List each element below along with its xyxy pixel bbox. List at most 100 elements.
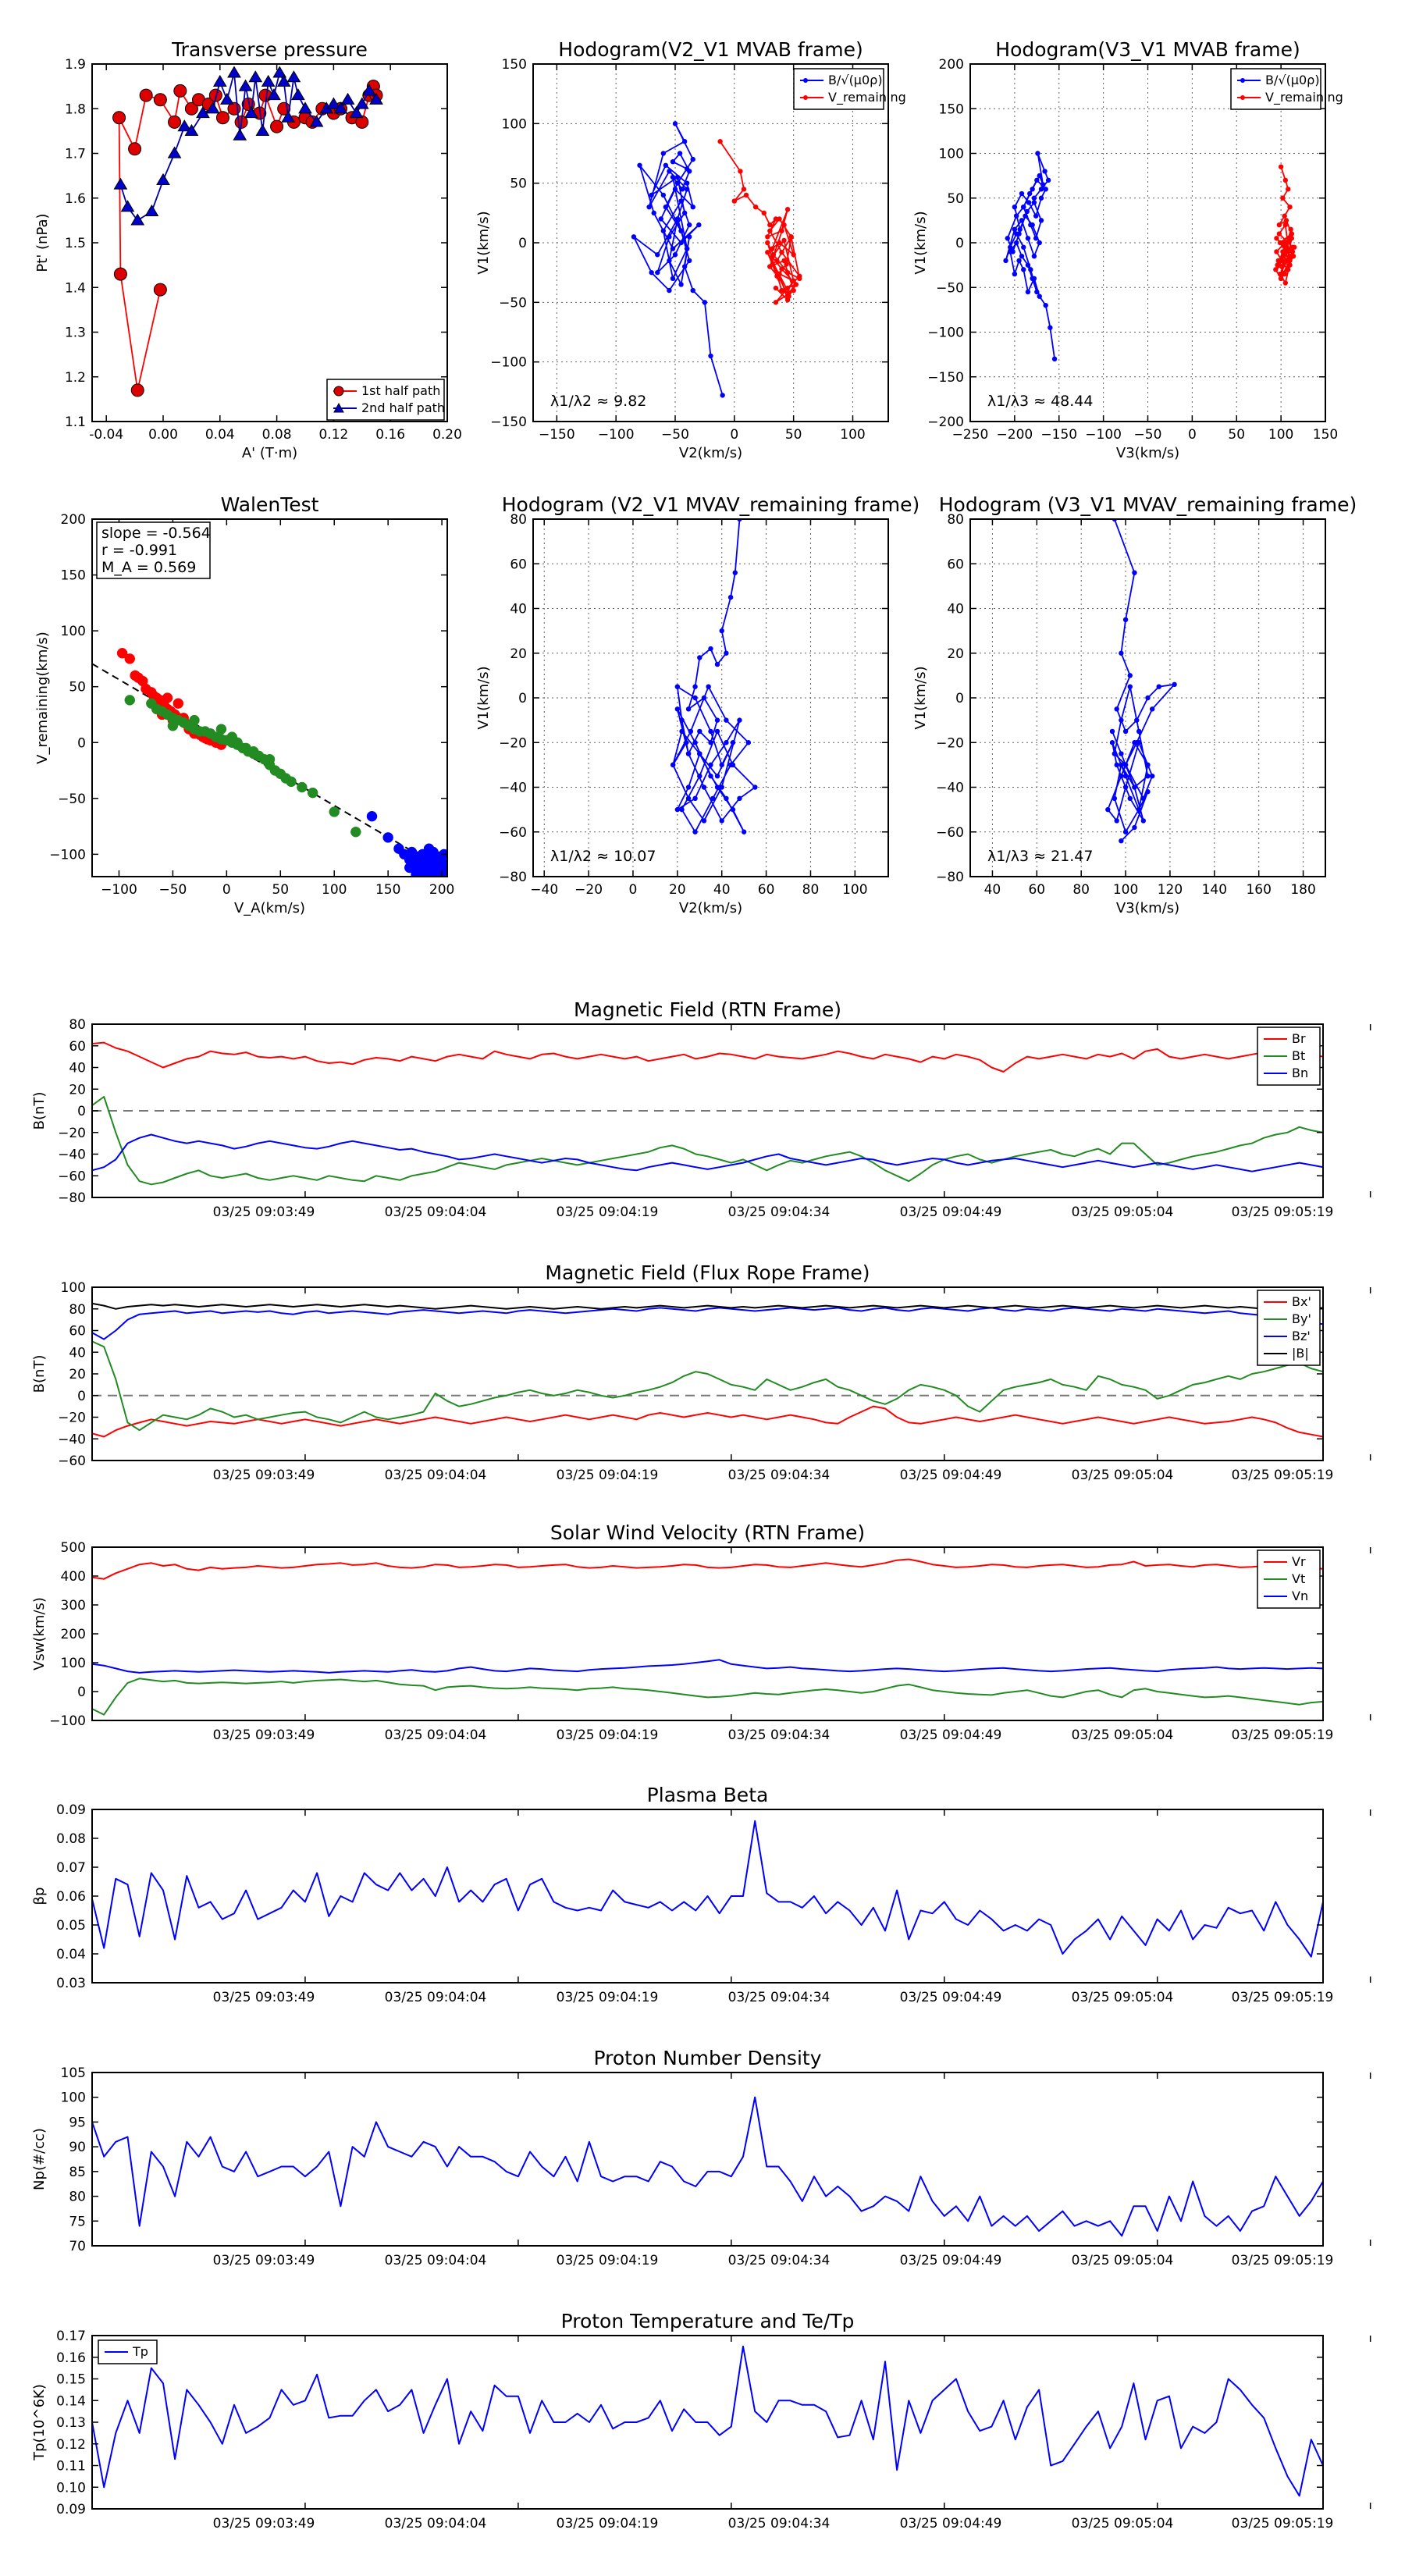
data-point (731, 198, 738, 204)
data-point (1132, 785, 1137, 790)
data-point (1024, 208, 1030, 215)
data-point (1282, 240, 1287, 246)
x-tick-label: 0 (1188, 427, 1197, 443)
data-point (1109, 728, 1115, 735)
legend-marker (803, 95, 808, 100)
data-point (655, 252, 660, 258)
legend: Vr Vt Vn (1257, 1550, 1321, 1609)
data-point (168, 115, 182, 129)
data-point (124, 695, 136, 706)
x-tick-label: −40 (530, 882, 558, 898)
x-tick-label: 03/25 09:05:19 (1232, 1468, 1334, 1483)
y-tick-label: 0.11 (56, 2459, 86, 2475)
data-point (708, 728, 713, 735)
chart-solar-wind-velocity: Solar Wind Velocity (RTN Frame) 03/25 09:… (31, 1521, 1371, 1743)
y-tick-label: 90 (69, 2140, 86, 2155)
x-tick-label: 03/25 09:05:04 (1072, 1204, 1174, 1220)
legend: 1st half path 2nd half path (326, 379, 445, 421)
data-point (1275, 262, 1280, 268)
x-tick-label: 03/25 09:04:34 (728, 2253, 831, 2268)
series-line (1005, 152, 1055, 360)
chart-title: Hodogram(V3_V1 MVAB frame) (995, 38, 1300, 61)
data-point (779, 250, 784, 255)
legend-label: Vr (1292, 1554, 1306, 1569)
series--b- (92, 1302, 1323, 1312)
x-tick-label: 03/25 09:05:19 (1232, 1727, 1334, 1743)
data-point (177, 119, 192, 132)
data-point (692, 795, 698, 802)
data-point (1026, 200, 1032, 205)
data-point (1273, 267, 1279, 272)
y-tick-label: 40 (69, 1345, 86, 1361)
data-point (692, 695, 698, 701)
y-axis-label: Np(#/cc) (31, 2128, 48, 2190)
data-point (684, 246, 690, 251)
x-tick-label: 03/25 09:04:04 (385, 2253, 487, 2268)
data-point (238, 79, 253, 91)
data-point (1037, 173, 1042, 179)
data-point (307, 787, 318, 799)
data-point (631, 234, 637, 240)
x-tick-label: 03/25 09:04:19 (557, 1204, 659, 1220)
legend-box (1230, 68, 1321, 110)
y-tick-label: 60 (69, 1039, 86, 1055)
x-tick-label: 03/25 09:04:34 (728, 1727, 831, 1743)
data-point (761, 210, 767, 216)
x-tick-label: 03/25 09:04:49 (900, 2253, 1002, 2268)
data-point (678, 198, 684, 204)
data-point (697, 728, 702, 735)
x-tick-label: 160 (1246, 882, 1271, 898)
y-tick-label: 100 (939, 147, 964, 162)
data-point (167, 146, 182, 158)
data-point (738, 169, 743, 174)
data-point (1010, 249, 1016, 254)
data-point (113, 177, 128, 190)
series-blue (366, 810, 447, 877)
data-point (1031, 195, 1037, 201)
legend-item: 1st half path (333, 383, 440, 398)
data-point (167, 720, 179, 731)
data-point (120, 200, 135, 212)
eigenvalue-ratio-annotation: λ1/λ2 ≈ 10.07 (550, 848, 656, 865)
data-point (674, 684, 681, 689)
y-axis-label: V_remaining(km/s) (34, 632, 51, 764)
data-point (286, 70, 301, 83)
data-point (1127, 684, 1133, 689)
data-point (162, 692, 173, 703)
y-tick-label: 200 (61, 512, 86, 528)
data-point (692, 740, 698, 745)
chart-plasma-beta: Plasma Beta 03/25 09:03:49 03/25 09:04:04 0… (31, 1784, 1371, 2005)
data-point (1277, 240, 1283, 246)
data-point (1282, 222, 1289, 228)
chart-title: WalenTest (221, 493, 319, 516)
y-tick-label: −60 (936, 825, 964, 841)
y-tick-label: −100 (927, 326, 964, 341)
data-point (1279, 258, 1285, 264)
data-point (1145, 695, 1151, 701)
y-tick-label: 400 (61, 1569, 86, 1585)
x-tick-label: 03/25 09:03:49 (213, 1990, 315, 2005)
data-point (1043, 302, 1048, 308)
data-point (737, 795, 742, 802)
data-point (1283, 218, 1289, 223)
data-point (1280, 195, 1286, 201)
data-point (1289, 231, 1294, 237)
x-tick-label: 03/25 09:03:49 (213, 1468, 315, 1483)
data-point (1025, 262, 1031, 268)
series-line (92, 1302, 1323, 1312)
data-point (784, 207, 791, 212)
data-point (672, 252, 678, 258)
x-tick-label: 03/25 09:05:04 (1072, 1468, 1174, 1483)
data-point (737, 717, 742, 723)
data-point (1021, 267, 1026, 272)
y-tick-label: 1.1 (65, 415, 86, 430)
axes-frame (532, 63, 889, 422)
data-point (184, 101, 198, 116)
series-vr (92, 1558, 1323, 1580)
data-point (697, 751, 702, 756)
y-tick-label: 0.05 (56, 1918, 86, 1934)
data-point (1038, 187, 1044, 192)
data-point (419, 853, 430, 864)
legend-label: |B| (1292, 1346, 1309, 1361)
series-bz- (92, 1307, 1323, 1340)
